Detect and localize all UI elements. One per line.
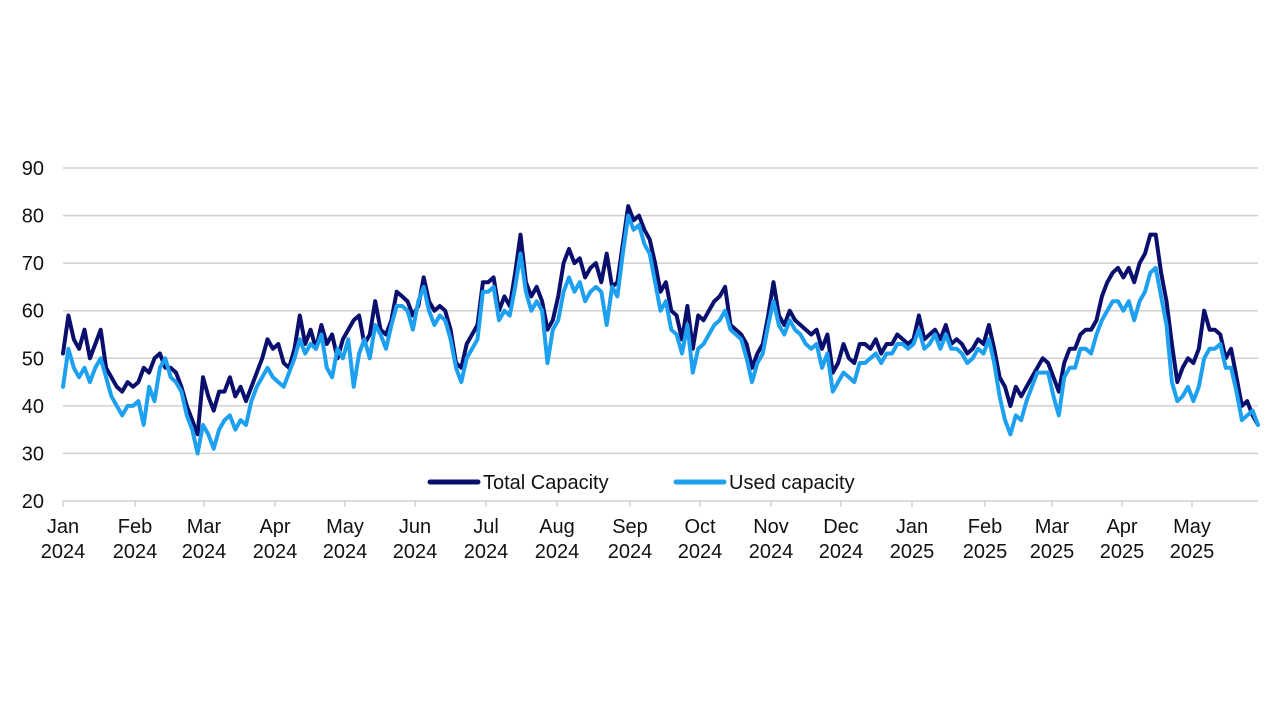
y-tick-label: 20 <box>22 491 44 513</box>
x-tick-label-year: 2024 <box>464 541 509 563</box>
y-axis-ticks: 20 30 40 50 60 70 80 90 <box>22 158 44 513</box>
series-line-used-capacity <box>61 213 1260 456</box>
x-tick-label-month: Apr <box>259 516 290 538</box>
x-tick-label-month: Mar <box>187 516 222 538</box>
x-tick-label-year: 2024 <box>393 541 438 563</box>
x-tick-label-year: 2024 <box>819 541 864 563</box>
x-tick-label-month: Aug <box>539 516 575 538</box>
x-tick-label-month: Dec <box>823 516 859 538</box>
x-tick-label-month: Sep <box>612 516 648 538</box>
y-tick-label: 60 <box>22 301 44 323</box>
x-tick-label-month: May <box>326 516 364 538</box>
x-tick-label-month: Nov <box>753 516 789 538</box>
x-tick-label-month: Apr <box>1106 516 1137 538</box>
legend-label-used-capacity: Used capacity <box>729 472 855 494</box>
x-tick-label-year: 2025 <box>890 541 935 563</box>
y-tick-label: 90 <box>22 158 44 180</box>
x-tick-label-month: Jan <box>47 516 79 538</box>
x-tick-label-year: 2024 <box>113 541 158 563</box>
y-tick-label: 30 <box>22 443 44 465</box>
x-tick-label-year: 2024 <box>182 541 227 563</box>
x-tick-label-year: 2025 <box>1170 541 1215 563</box>
y-tick-label: 70 <box>22 253 44 275</box>
x-tick-label-year: 2024 <box>41 541 86 563</box>
x-tick-label-month: Oct <box>684 516 716 538</box>
x-tick-label-month: Feb <box>968 516 1002 538</box>
series-line-total-capacity <box>61 204 1260 437</box>
x-tick-label-year: 2025 <box>963 541 1008 563</box>
y-tick-label: 80 <box>22 206 44 228</box>
x-tick-label-year: 2024 <box>535 541 580 563</box>
x-tick-label-month: Jul <box>473 516 499 538</box>
y-tick-label: 50 <box>22 348 44 370</box>
x-tick-label-month: Feb <box>118 516 152 538</box>
x-tick-label-month: Jun <box>399 516 431 538</box>
legend: Total Capacity Used capacity <box>427 472 855 494</box>
y-tick-label: 40 <box>22 396 44 418</box>
x-tick-label-year: 2024 <box>323 541 368 563</box>
series-lines <box>61 204 1260 456</box>
x-tick-label-year: 2025 <box>1100 541 1145 563</box>
x-tick-label-month: Mar <box>1035 516 1070 538</box>
x-tick-label-year: 2024 <box>749 541 794 563</box>
legend-label-total-capacity: Total Capacity <box>483 472 609 494</box>
x-tick-label-year: 2024 <box>678 541 723 563</box>
x-tick-label-month: Jan <box>896 516 928 538</box>
x-tick-label-year: 2024 <box>253 541 298 563</box>
x-tick-label-month: May <box>1173 516 1211 538</box>
x-tick-label-year: 2024 <box>608 541 653 563</box>
x-tick-label-year: 2025 <box>1030 541 1075 563</box>
x-axis: Jan 2024 Feb 2024 Mar 2024 Apr 2024 May 2024 Jun 20… <box>41 500 1258 563</box>
